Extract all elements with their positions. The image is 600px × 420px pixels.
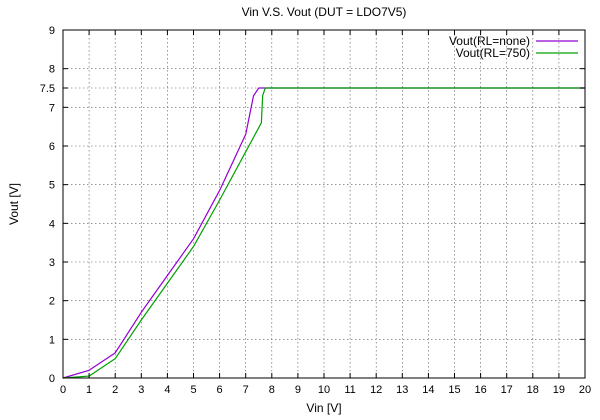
x-tick-label: 18 [527,384,539,396]
y-tick-label: 1 [49,334,55,346]
y-tick-label: 8 [49,64,55,76]
y-tick-label: 4 [49,218,55,230]
x-tick-label: 4 [164,384,170,396]
y-axis-label: Vout [V] [7,183,21,225]
ticks [62,29,586,379]
x-tick-label: 5 [190,384,196,396]
y-tick-label: 6 [49,141,55,153]
x-tick-label: 10 [318,384,330,396]
y-tick-label: 2 [49,296,55,308]
x-tick-label: 0 [60,384,66,396]
y-tick-label: 0 [49,373,55,385]
x-tick-label: 13 [396,384,408,396]
grid [63,30,585,378]
x-tick-label: 6 [217,384,223,396]
x-tick-label: 16 [474,384,486,396]
x-tick-label: 17 [501,384,513,396]
x-tick-label: 19 [553,384,565,396]
x-tick-label: 15 [448,384,460,396]
y-tick-label: 7.5 [40,83,55,95]
tick-labels: 0 1 2 3 4 5 6 7 8 9 10 11 12 13 14 15 16 17 18 19 2001234567… [40,25,591,396]
x-tick-label: 14 [422,384,434,396]
x-tick-label: 3 [138,384,144,396]
x-tick-label: 12 [370,384,382,396]
y-tick-label: 3 [49,257,55,269]
legend: Vout(RL=none) Vout(RL=750) [449,34,578,60]
y-tick-label: 9 [49,25,55,37]
series-line-2 [62,87,585,379]
x-tick-label: 8 [269,384,275,396]
y-tick-label: 7 [49,102,55,114]
series-lines [62,87,585,379]
legend-label-series-2: Vout(RL=750) [456,46,530,60]
chart-title: Vin V.S. Vout (DUT = LDO7V5) [242,5,407,19]
x-axis-label: Vin [V] [306,401,341,415]
x-tick-label: 1 [86,384,92,396]
x-tick-label: 2 [112,384,118,396]
x-tick-label: 20 [579,384,591,396]
y-tick-label: 5 [49,180,55,192]
x-tick-label: 11 [344,384,355,396]
legend-label-series-1: Vout(RL=none) [449,34,530,48]
x-tick-label: 9 [295,384,301,396]
x-tick-label: 7 [243,384,249,396]
